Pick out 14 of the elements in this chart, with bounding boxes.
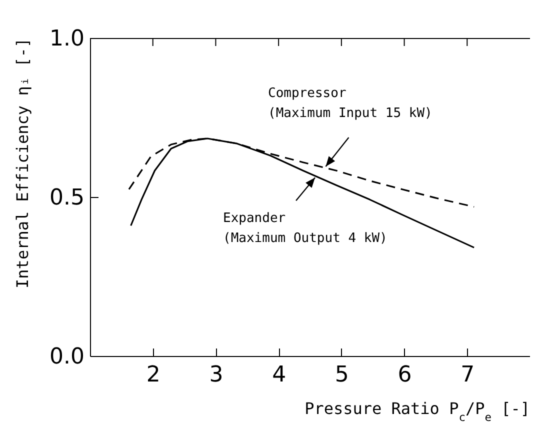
x-tick-label: 4 [272,362,286,388]
x-tick-label: 3 [209,362,224,388]
y-tick-label: 0.5 [50,186,84,210]
x-tick-label: 6 [398,362,412,388]
y-tick-label: 1.0 [50,26,84,52]
x-tick-label: 7 [460,362,475,388]
y-axis-title: Internal Efficiency ηᵢ [-] [13,38,32,288]
line-series [130,138,475,248]
x-tick-label: 2 [146,362,160,388]
x-axis-title: Pressure Ratio P$_{c}$/P$_{e}$ [-] [304,399,530,424]
annotation: Expander (Maximum Output 4 kW) [223,211,388,246]
annotation: Compressor (Maximum Input 15 kW) [268,86,432,121]
x-tick-label: 5 [334,362,349,388]
y-tick-label: 0.0 [50,344,84,370]
